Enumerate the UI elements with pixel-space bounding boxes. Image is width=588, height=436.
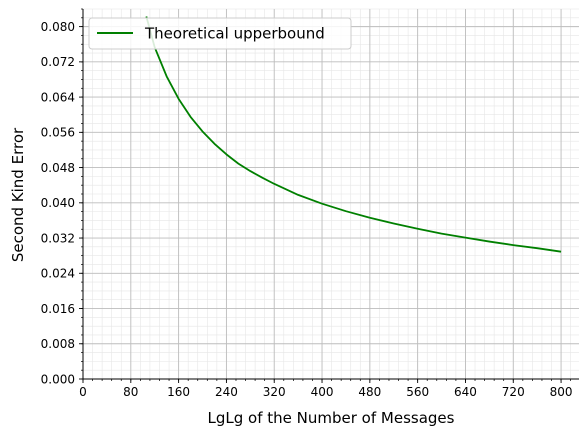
- y-tick-label: 0.064: [41, 90, 75, 104]
- y-tick-label: 0.008: [41, 337, 75, 351]
- x-tick-label: 160: [167, 385, 190, 399]
- series-layer: [145, 16, 562, 253]
- x-tick-label: 320: [263, 385, 286, 399]
- legend-box: [88, 17, 352, 50]
- y-tick-label: 0.016: [41, 302, 75, 316]
- x-axis-label: LgLg of the Number of Messages: [208, 409, 455, 427]
- y-tick-label: 0.024: [41, 267, 75, 281]
- x-tick-label: 240: [215, 385, 238, 399]
- legend: Theoretical upperbound: [88, 17, 352, 50]
- x-tick-label: 480: [358, 385, 381, 399]
- x-tick-label: 80: [123, 385, 138, 399]
- y-tick-label: 0.080: [41, 20, 75, 34]
- x-tick-label: 720: [502, 385, 525, 399]
- x-tick-label: 640: [454, 385, 477, 399]
- series-line-theoretical-upperbound: [145, 16, 562, 253]
- y-tick-label: 0.072: [41, 55, 75, 69]
- x-tick-label: 400: [311, 385, 334, 399]
- x-tick-label: 560: [406, 385, 429, 399]
- x-tick-label: 0: [79, 385, 87, 399]
- major-grid: [82, 9, 579, 380]
- legend-label-theoretical-upperbound: Theoretical upperbound: [144, 25, 325, 43]
- y-tick-label: 0.000: [41, 372, 75, 386]
- ticks: 0 80 160 240 320 400 480 560 640 720 800 0.000 0.008…: [41, 8, 573, 399]
- y-axis-label: Second Kind Error: [9, 127, 27, 262]
- y-tick-label: 0.048: [41, 161, 75, 175]
- y-tick-label: 0.032: [41, 231, 75, 245]
- y-tick-label: 0.040: [41, 196, 75, 210]
- x-tick-label: 800: [550, 385, 573, 399]
- y-tick-label: 0.056: [41, 126, 75, 140]
